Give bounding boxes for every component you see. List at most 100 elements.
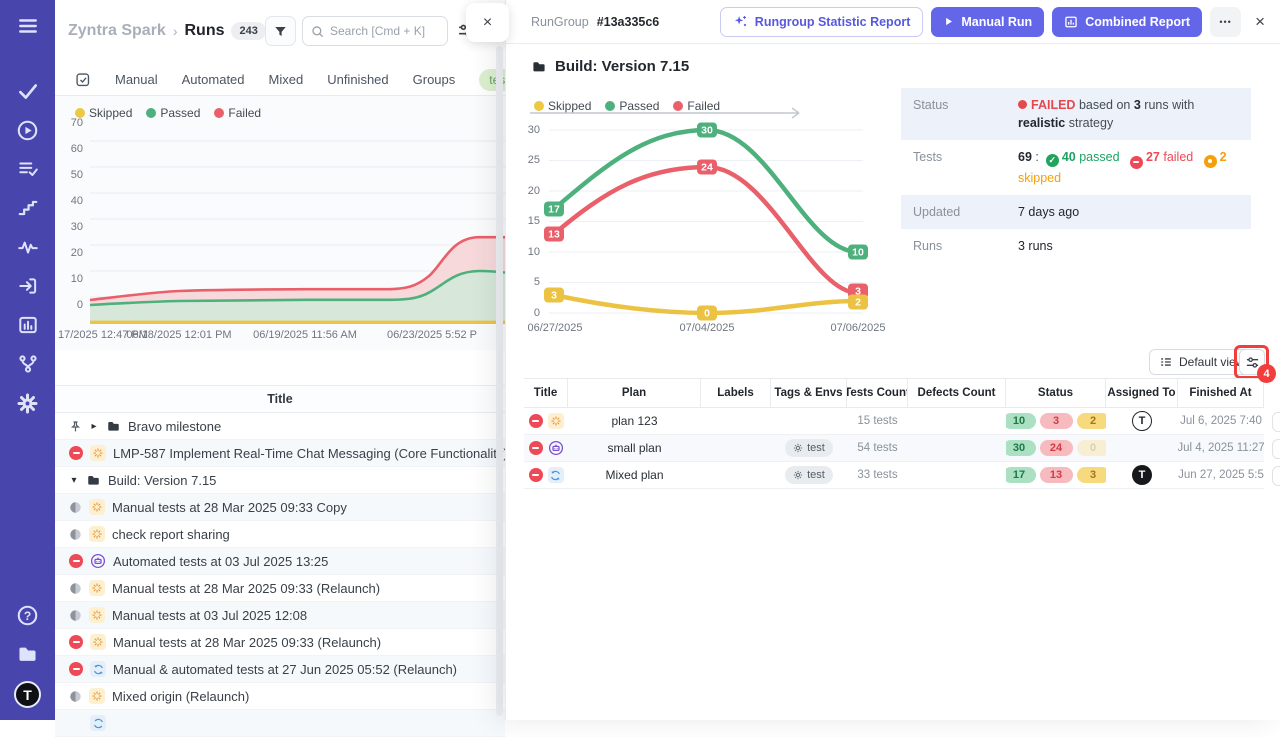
passed-count-pill: 10: [1006, 413, 1036, 429]
search-box[interactable]: [302, 16, 448, 46]
xtick: 07/06/2025: [830, 322, 885, 334]
settings-gear-icon[interactable]: [16, 391, 40, 415]
play-circle-icon[interactable]: [16, 118, 40, 142]
bar-chart-icon[interactable]: [16, 313, 40, 337]
rungroup-drawer: RunGroup #13a335c6 Rungroup Statistic Re…: [505, 0, 1280, 720]
failed-status-icon: [529, 441, 543, 455]
list-item[interactable]: Automated tests at 03 Jul 2025 13:25: [55, 548, 505, 575]
tab-manual[interactable]: Manual: [115, 72, 158, 87]
list-item[interactable]: Manual tests at 28 Mar 2025 09:33 (Relau…: [55, 575, 505, 602]
minus-circle-icon: [1130, 156, 1143, 169]
breadcrumb: Zyntra Spark › Runs 243: [68, 16, 266, 46]
sign-in-icon[interactable]: [16, 274, 40, 298]
row-action-button[interactable]: [1272, 466, 1280, 486]
data-label-passed: 30: [697, 123, 717, 138]
help-icon[interactable]: ?: [16, 603, 40, 627]
table-row[interactable]: Mixed plan test 33 tests 17 13 3 T Jun 2…: [524, 462, 1264, 489]
projects-folder-icon[interactable]: [16, 642, 40, 666]
passed-count-pill: 30: [1006, 440, 1036, 456]
list-item[interactable]: Manual tests at 28 Mar 2025 09:33 Copy: [55, 494, 505, 521]
run-title: Build: Version 7.15: [108, 473, 216, 488]
tests-row: Tests 69 : ✓40 passed 27 failed 2 skippe…: [901, 140, 1251, 195]
user-avatar[interactable]: T: [14, 681, 41, 708]
sidebar: ? T: [0, 0, 55, 720]
list-item[interactable]: LMP-587 Implement Real-Time Chat Messagi…: [55, 440, 505, 467]
status-row: Status FAILED based on 3 runs with reali…: [901, 88, 1251, 140]
manual-run-button[interactable]: Manual Run: [931, 7, 1044, 37]
statistic-report-button[interactable]: Rungroup Statistic Report: [720, 7, 924, 37]
xtick: 06/23/2025 5:52 P: [387, 329, 477, 341]
search-icon: [311, 25, 324, 38]
chevron-down-icon[interactable]: ▾: [69, 475, 79, 486]
tab-groups[interactable]: Groups: [413, 72, 456, 87]
branch-icon[interactable]: [16, 352, 40, 376]
neutral-status-icon: [69, 528, 82, 541]
play-icon: [943, 16, 954, 27]
list-item[interactable]: check report sharing: [55, 521, 505, 548]
ytick: 30: [514, 124, 540, 136]
assignee-avatar: T: [1132, 411, 1152, 431]
ytick: 0: [514, 307, 540, 319]
tab-mixed[interactable]: Mixed: [269, 72, 304, 87]
list-item[interactable]: Manual & automated tests at 27 Jun 2025 …: [55, 656, 505, 683]
xtick: 07/04/2025: [679, 322, 734, 334]
run-title: Mixed origin (Relaunch): [112, 689, 249, 704]
automated-run-icon: [90, 553, 106, 569]
check-icon[interactable]: [16, 79, 40, 103]
manual-run-icon: [89, 580, 105, 596]
data-label-failed: 13: [544, 227, 564, 242]
funnel-icon: [273, 24, 288, 39]
list-item[interactable]: ▸ Bravo milestone: [55, 413, 505, 440]
breadcrumb-project[interactable]: Zyntra Spark: [68, 22, 166, 40]
more-actions-button[interactable]: •••: [1210, 7, 1241, 37]
failed-status-icon: [69, 662, 83, 676]
ytick: 10: [514, 246, 540, 258]
tab-automated[interactable]: Automated: [182, 72, 245, 87]
run-title: Manual tests at 28 Mar 2025 09:33 (Relau…: [112, 581, 380, 596]
manual-run-icon: [89, 499, 105, 515]
combined-report-button[interactable]: Combined Report: [1052, 7, 1202, 37]
skipped-circle-icon: [1204, 155, 1217, 168]
list-check-icon[interactable]: [16, 157, 40, 181]
folder-icon: [531, 59, 547, 75]
list-item[interactable]: [55, 710, 505, 737]
runs-list: Title ▸ Bravo milestone LMP-587 Implemen…: [55, 385, 505, 737]
panel-close-button[interactable]: ×: [466, 3, 509, 42]
chevron-right-icon[interactable]: ▸: [89, 421, 99, 432]
run-title: Manual tests at 28 Mar 2025 09:33 Copy: [112, 500, 347, 515]
drawer-close-icon[interactable]: ×: [1255, 12, 1265, 32]
table-row[interactable]: plan 123 15 tests 10 3 2 T Jul 6, 2025 7…: [524, 408, 1264, 435]
row-action-button[interactable]: [1272, 412, 1280, 432]
tab-unfinished[interactable]: Unfinished: [327, 72, 388, 87]
list-item[interactable]: Manual tests at 28 Mar 2025 09:33 (Relau…: [55, 629, 505, 656]
runs-panel: Zyntra Spark › Runs 243 Manual Automated…: [55, 0, 505, 720]
page-title: Runs: [184, 22, 224, 40]
rungroup-id: #13a335c6: [597, 15, 660, 29]
table-row[interactable]: small plan test 54 tests 30 24 0 Jul 4, …: [524, 435, 1264, 462]
rungroup-details: Status FAILED based on 3 runs with reali…: [901, 88, 1251, 263]
failed-status-icon: [69, 446, 83, 460]
select-all-icon[interactable]: [75, 72, 91, 88]
runs-count-badge: 243: [231, 22, 265, 40]
ytick: 25: [514, 154, 540, 166]
svg-text:?: ?: [24, 608, 31, 622]
pin-icon: [69, 420, 82, 433]
steps-icon[interactable]: [16, 196, 40, 220]
neutral-status-icon: [69, 582, 82, 595]
manual-run-icon: [89, 688, 105, 704]
manual-run-icon: [90, 634, 106, 650]
list-item[interactable]: Manual tests at 03 Jul 2025 12:08: [55, 602, 505, 629]
activity-icon[interactable]: [16, 235, 40, 259]
data-label-passed: 10: [848, 245, 868, 260]
scrollbar-track[interactable]: [496, 46, 503, 716]
menu-icon[interactable]: [16, 14, 40, 38]
run-title: LMP-587 Implement Real-Time Chat Messagi…: [113, 446, 505, 461]
search-input[interactable]: [330, 24, 439, 38]
filter-button[interactable]: [265, 16, 296, 46]
list-item[interactable]: Mixed origin (Relaunch): [55, 683, 505, 710]
folder-icon: [106, 419, 121, 434]
row-action-button[interactable]: [1272, 439, 1280, 459]
neutral-status-icon: [69, 609, 82, 622]
list-item[interactable]: ▾ Build: Version 7.15: [55, 467, 505, 494]
skipped-count-pill: 2: [1077, 413, 1107, 429]
